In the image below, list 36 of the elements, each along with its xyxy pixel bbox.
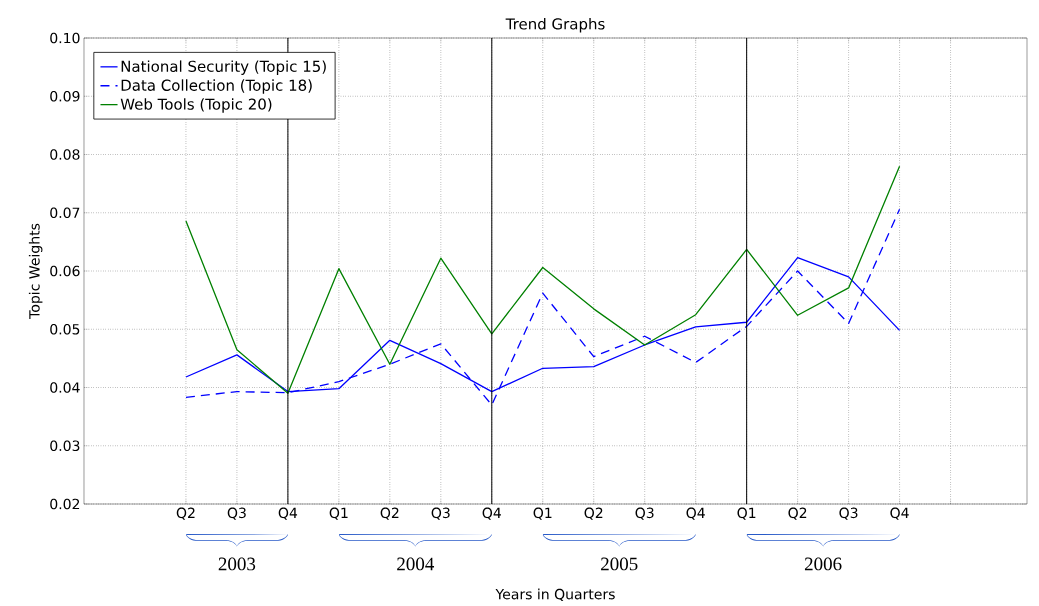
y-tick-label: 0.08 xyxy=(50,149,80,160)
y-tick-label: 0.03 xyxy=(50,440,80,452)
x-tick-label: Q1 xyxy=(533,507,552,520)
x-tick-label: Q2 xyxy=(788,507,807,520)
x-tick-label: Q1 xyxy=(329,507,348,520)
x-tick-label: Q1 xyxy=(737,507,756,520)
x-tick-label: Q3 xyxy=(431,507,450,520)
legend-label: Data Collection (Topic 18) xyxy=(121,79,312,94)
x-tick-label: Q3 xyxy=(227,507,246,520)
x-axis-title: Years in Quarters xyxy=(495,588,615,602)
x-tick-label: Q2 xyxy=(380,507,399,520)
y-axis-title: Topic Weights xyxy=(28,223,43,319)
legend-label: National Security (Topic 15) xyxy=(121,60,326,75)
x-tick-label: Q3 xyxy=(635,507,654,520)
y-tick-label: 0.07 xyxy=(50,207,80,219)
line-series xyxy=(185,208,901,406)
chart-title: Trend Graphs xyxy=(505,17,605,33)
text: 2006 xyxy=(804,557,842,571)
y-tick-label: 0.10 xyxy=(50,32,80,44)
x-tick-label: Q2 xyxy=(176,507,195,520)
y-tick-label: 0.02 xyxy=(50,498,80,510)
x-tick-label: Q4 xyxy=(278,507,298,520)
x-tick-label: Q4 xyxy=(890,507,909,520)
y-tick-label: 0.06 xyxy=(50,265,80,277)
legend-label: Web Tools (Topic 20) xyxy=(120,98,272,113)
y-tick-label: 0.04 xyxy=(50,382,80,393)
x-tick-label: Q2 xyxy=(584,507,603,520)
line-series xyxy=(185,165,901,394)
y-tick-label: 0.05 xyxy=(50,323,80,335)
text: 2003 xyxy=(218,557,256,571)
text: 2005 xyxy=(601,557,638,571)
x-tick-label: Q3 xyxy=(839,507,858,520)
text: 2004 xyxy=(397,557,435,571)
y-tick-label: 0.09 xyxy=(50,90,80,102)
x-tick-label: Q4 xyxy=(482,507,501,520)
x-tick-label: Q4 xyxy=(686,507,705,520)
